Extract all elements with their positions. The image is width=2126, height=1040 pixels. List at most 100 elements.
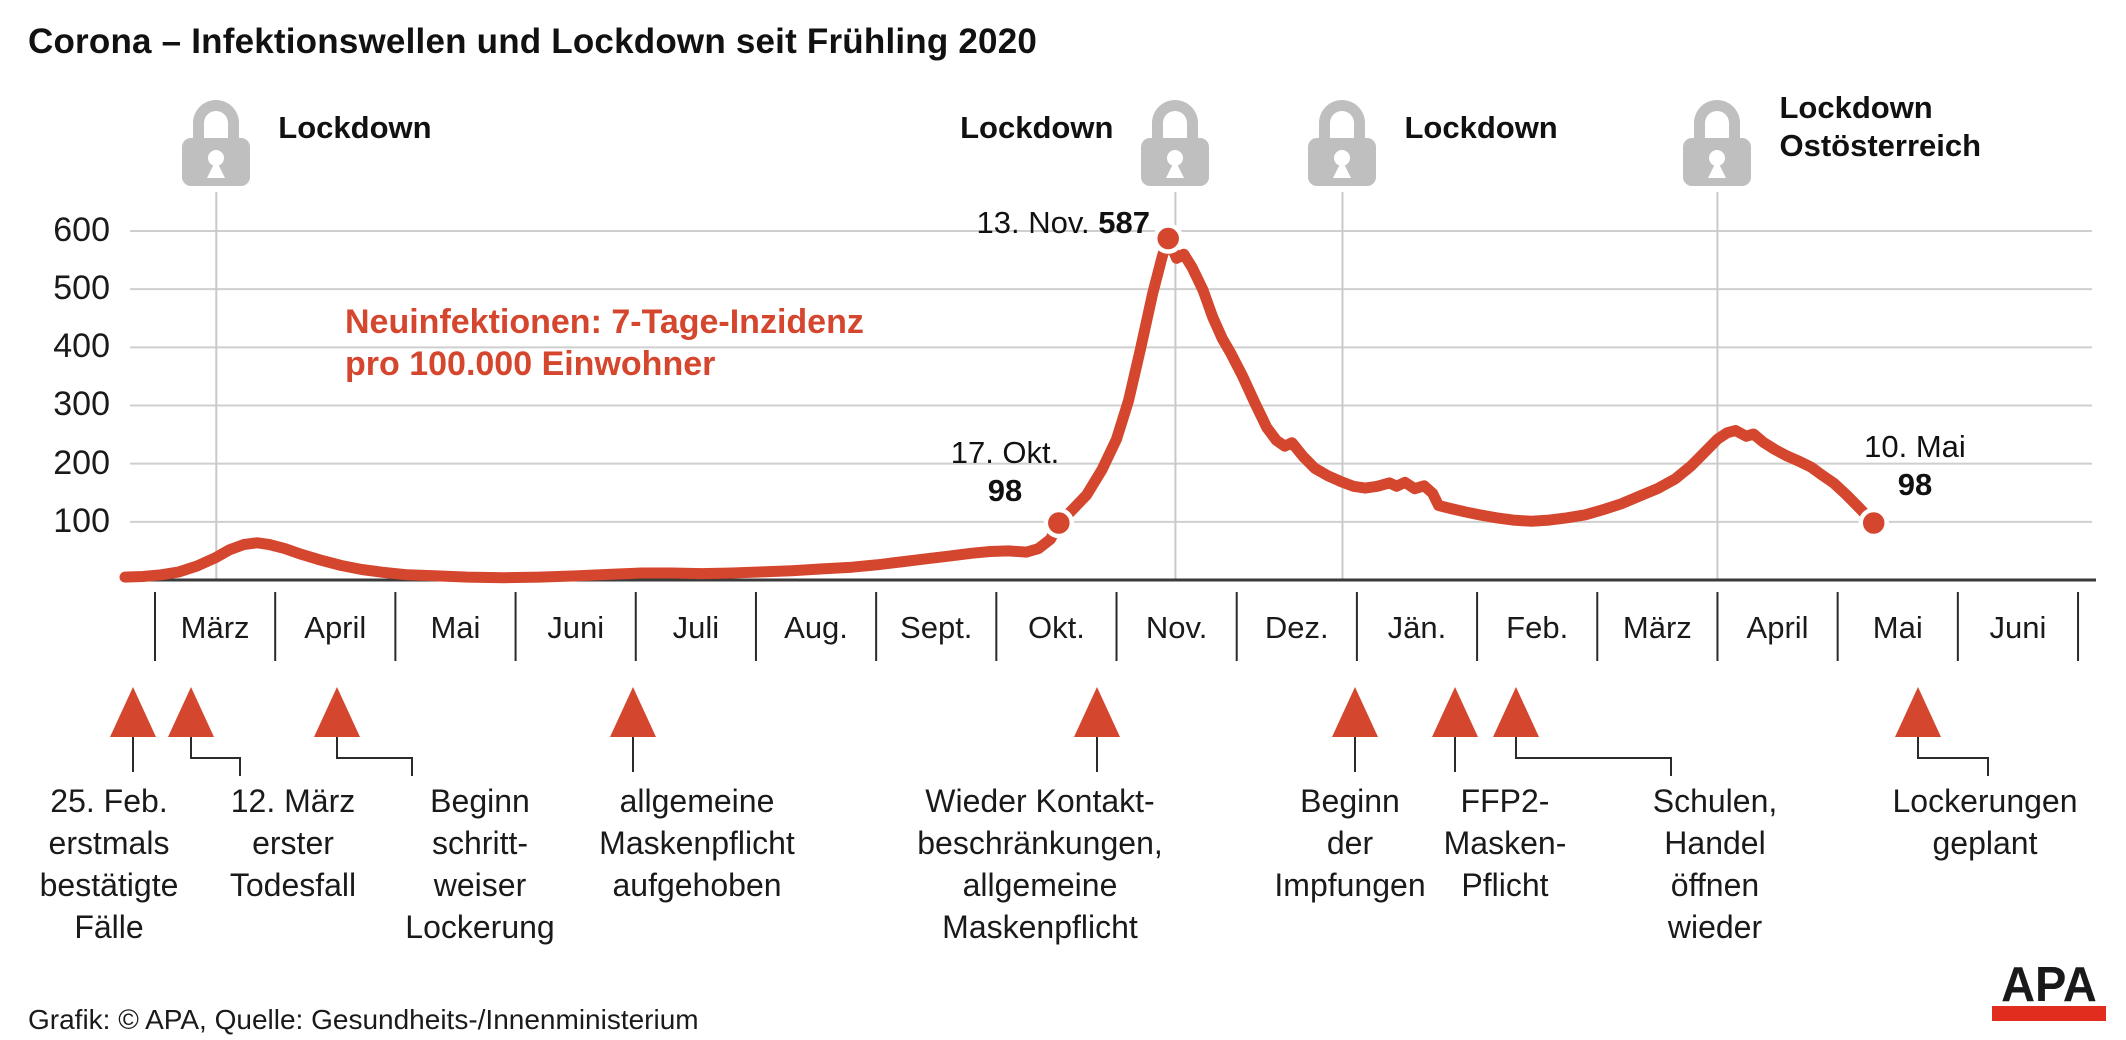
padlock-shackle <box>1152 100 1199 144</box>
x-axis-month-label: Jän. <box>1387 610 1447 645</box>
event-annotation-line: Masken- <box>1443 825 1567 861</box>
event-annotation-line: Lockerung <box>405 909 555 945</box>
data-point-marker-1 <box>1043 507 1075 539</box>
event-arrow-icon-7 <box>1432 687 1478 737</box>
event-annotation-8: Schulen, Handel öffnen wieder <box>1575 780 1855 948</box>
event-arrow-icon-2 <box>168 687 214 737</box>
padlock-shackle <box>1319 100 1366 144</box>
lockdown-label-text: Lockdown <box>1404 110 1558 145</box>
event-annotation-line: Schulen, <box>1652 783 1778 819</box>
page-title: Corona – Infektionswellen und Lockdown s… <box>28 22 1038 61</box>
lockdown-label-text2: Ostösterreich <box>1779 128 1982 163</box>
event-arrow-icon-4 <box>610 687 656 737</box>
event-annotation-line: 25. Feb. <box>50 783 168 819</box>
padlock-icon-1 <box>182 100 251 188</box>
event-arrow-icon-6 <box>1332 687 1378 737</box>
point-label-13-nov-date: 13. Nov. <box>976 205 1090 240</box>
lockdown-label-4: Lockdown Ostösterreich <box>1779 89 1981 165</box>
source-credit: Grafik: © APA, Quelle: Gesundheits-/Inne… <box>28 1004 699 1035</box>
event-annotation-line: Beginn <box>1300 783 1400 819</box>
lockdown-label-1: Lockdown <box>278 109 431 147</box>
event-connector-9 <box>1917 737 1989 776</box>
x-axis-month-label: Sept. <box>900 610 973 645</box>
series-label: Neuinfektionen: 7-Tage-Inzidenz pro 100.… <box>345 301 864 385</box>
point-label-10-mai: 10. Mai 98 <box>1805 428 2025 504</box>
y-axis-label: 100 <box>53 501 110 540</box>
event-annotation-line: Fälle <box>74 909 144 945</box>
event-annotation-line: aufgehoben <box>612 867 782 903</box>
event-annotation-line: schritt- <box>432 825 528 861</box>
lockdown-label-text: Lockdown <box>960 110 1114 145</box>
incidence-curve <box>119 233 1880 584</box>
y-axis-label: 400 <box>53 327 110 366</box>
event-annotation-line: allgemeine <box>619 783 775 819</box>
event-annotation-line: Beginn <box>430 783 530 819</box>
event-annotation-line: Maskenpflicht <box>599 825 795 861</box>
x-axis-month-label: Okt. <box>1028 610 1085 645</box>
event-annotation-9: Lockerungen geplant <box>1845 780 2125 864</box>
event-connector-8 <box>1515 737 1672 776</box>
padlock-keyhole-stem <box>1166 160 1185 178</box>
x-axis-month-label: März <box>180 610 250 645</box>
x-axis-month-label: März <box>1622 610 1692 645</box>
event-annotation-line: Pflicht <box>1461 867 1549 903</box>
event-annotation-line: weiser <box>433 867 527 903</box>
point-label-17-okt-date: 17. Okt. <box>950 435 1060 470</box>
event-arrow-icon-3 <box>314 687 360 737</box>
lockdown-label-3: Lockdown <box>1404 109 1557 147</box>
x-axis-month-label: Mai <box>430 610 481 645</box>
x-axis-month-label: Nov. <box>1145 610 1208 645</box>
event-arrow-icon-5 <box>1074 687 1120 737</box>
event-annotation-line: Lockerungen <box>1892 783 2078 819</box>
padlock-icon-3 <box>1308 100 1377 188</box>
event-annotation-line: 12. März <box>230 783 356 819</box>
event-arrow-icon-8 <box>1493 687 1539 737</box>
x-axis-month-label: Dez. <box>1264 610 1329 645</box>
event-annotation-line: Maskenpflicht <box>942 909 1138 945</box>
event-connector-3 <box>336 737 413 776</box>
point-label-17-okt-value: 98 <box>987 473 1023 508</box>
event-annotation-line: beschränkungen, <box>917 825 1163 861</box>
padlock-keyhole-stem <box>1708 160 1727 178</box>
x-axis-month-label: Aug. <box>784 610 848 645</box>
event-annotation-6: Beginn der Impfungen <box>1210 780 1490 906</box>
padlock-icon-2 <box>1141 100 1210 188</box>
lockdown-label-text: Lockdown <box>1779 90 1933 125</box>
event-annotation-line: FFP2- <box>1460 783 1550 819</box>
event-annotation-line: Wieder Kontakt- <box>925 783 1155 819</box>
event-annotation-line: erster <box>252 825 334 861</box>
x-axis-month-label: Feb. <box>1506 610 1569 645</box>
event-annotation-line: wieder <box>1667 909 1763 945</box>
series-label-line1: Neuinfektionen: 7-Tage-Inzidenz <box>345 303 864 341</box>
event-connector-2 <box>190 737 241 776</box>
event-annotation-line: der <box>1326 825 1374 861</box>
event-annotation-line: geplant <box>1932 825 2038 861</box>
event-annotation-3: Beginn schritt-weiser Lockerung <box>340 780 620 948</box>
event-annotation-5: Wieder Kontakt-beschränkungen, allgemeine… <box>900 780 1180 948</box>
padlock-shackle <box>193 100 240 144</box>
event-annotation-line: bestätigte <box>39 867 179 903</box>
event-annotation-7: FFP2- Masken- Pflicht <box>1365 780 1645 906</box>
y-axis-label: 200 <box>53 443 110 482</box>
event-annotation-line: erstmals <box>48 825 170 861</box>
event-annotation-line: Handel <box>1664 825 1766 861</box>
event-annotation-line: Todesfall <box>229 867 357 903</box>
x-axis-month-label: April <box>1746 610 1809 645</box>
x-axis-month-label: Mai <box>1872 610 1923 645</box>
event-annotation-line: allgemeine <box>962 867 1118 903</box>
event-annotation-line: öffnen <box>1670 867 1760 903</box>
lockdown-label-text: Lockdown <box>278 110 432 145</box>
data-point-marker-2 <box>1152 223 1184 254</box>
padlock-keyhole-stem <box>1333 160 1352 178</box>
event-annotation-1: 25. Feb. erstmals bestätigte Fälle <box>0 780 249 948</box>
x-axis-month-label: Juli <box>672 610 720 645</box>
y-axis-label: 500 <box>53 269 110 308</box>
x-axis-month-label: April <box>304 610 367 645</box>
event-annotation-4: allgemeine Maskenpflicht aufgehoben <box>557 780 837 906</box>
apa-logo-red-bar <box>1992 1006 2106 1021</box>
point-label-10-mai-date: 10. Mai <box>1864 429 1966 464</box>
x-axis-month-label: Juni <box>1989 610 2047 645</box>
point-label-13-nov-value: 587 <box>1098 205 1150 240</box>
